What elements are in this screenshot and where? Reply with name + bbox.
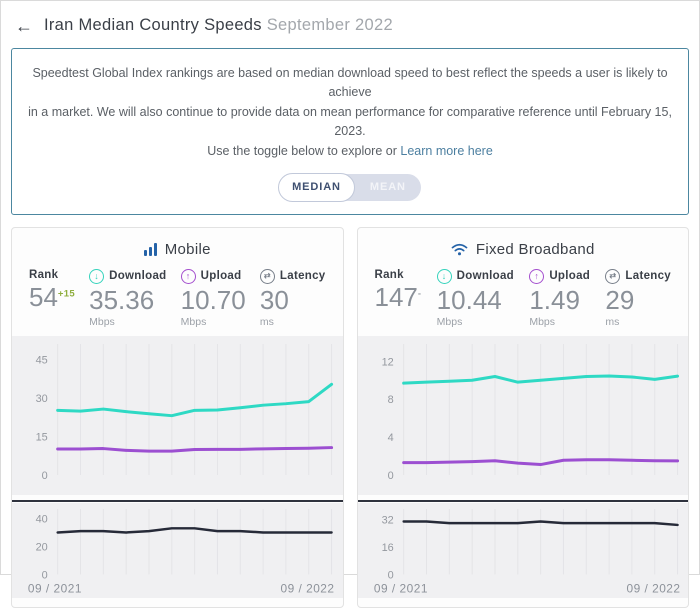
mobile-download-unit: Mbps — [89, 316, 115, 329]
fixed-download-value: 10.44 — [436, 284, 502, 315]
fixed-latency-stat: ⇄ Latency 29 ms — [605, 268, 671, 329]
mobile-latency-label: ⇄ Latency — [259, 268, 326, 284]
page-subtitle: September 2022 — [266, 16, 393, 34]
svg-text:4: 4 — [387, 432, 393, 444]
download-arrow-icon: ↓ — [89, 268, 105, 284]
fixed-download-label: ↓ Download — [436, 268, 514, 284]
svg-text:0: 0 — [42, 569, 48, 581]
toggle-mean-option[interactable]: MEAN — [369, 180, 406, 193]
notice-line-1: Speedtest Global Index rankings are base… — [32, 66, 668, 100]
fixed-latency-value: 29 — [605, 284, 635, 315]
fixed-download-stat: ↓ Download 10.44 Mbps — [436, 268, 514, 329]
svg-text:15: 15 — [36, 432, 48, 444]
mobile-rank-delta: +15 — [57, 288, 75, 300]
fixed-upload-unit: Mbps — [529, 316, 556, 329]
mobile-download-value: 35.36 — [89, 284, 155, 315]
svg-text:8: 8 — [387, 394, 393, 406]
svg-text:0: 0 — [42, 470, 48, 482]
upload-arrow-icon: ↑ — [180, 268, 196, 284]
mobile-download-stat: ↓ Download 35.36 Mbps — [89, 268, 166, 329]
fixed-rank-label: Rank — [374, 268, 404, 281]
svg-text:32: 32 — [381, 515, 393, 527]
fixed-rank-stat: Rank 147- — [375, 269, 422, 328]
chart-divider — [357, 499, 688, 502]
svg-text:0: 0 — [387, 470, 393, 482]
mobile-upload-label: ↑ Upload — [180, 268, 246, 284]
svg-text:09 / 2022: 09 / 2022 — [280, 581, 334, 595]
mobile-panel-title-text: Mobile — [164, 240, 211, 258]
mobile-panel-title: Mobile — [12, 228, 343, 269]
svg-text:0: 0 — [387, 569, 393, 581]
page-header: ← Iran Median Country Speeds September 2… — [1, 1, 699, 46]
fixed-panel-title: Fixed Broadband — [358, 228, 689, 269]
mobile-upload-unit: Mbps — [180, 316, 207, 329]
notice-line-3: Use the toggle below to explore or Learn… — [20, 142, 680, 161]
mobile-rank-stat: Rank 54+15 — [29, 269, 75, 328]
svg-text:09 / 2022: 09 / 2022 — [626, 581, 680, 595]
fixed-rank-delta: - — [417, 288, 422, 300]
fixed-rank-value: 147- — [374, 281, 422, 312]
mobile-latency-stat: ⇄ Latency 30 ms — [259, 268, 326, 329]
median-notice-box: Speedtest Global Index rankings are base… — [11, 48, 689, 215]
fixed-download-unit: Mbps — [436, 316, 463, 329]
svg-text:16: 16 — [381, 542, 393, 554]
svg-text:09 / 2021: 09 / 2021 — [373, 581, 427, 595]
mobile-upload-value: 10.70 — [180, 284, 246, 315]
mobile-download-label: ↓ Download — [89, 268, 166, 284]
toggle-median-option[interactable]: MEDIAN — [278, 172, 355, 202]
fixed-latency-unit: ms — [605, 316, 620, 329]
chart-divider — [12, 499, 343, 502]
page-title: Iran Median Country Speeds September 202… — [44, 16, 393, 35]
mobile-rank-label: Rank — [29, 268, 59, 281]
mobile-upload-stat: ↑ Upload 10.70 Mbps — [180, 268, 246, 329]
latency-icon: ⇄ — [259, 268, 275, 284]
wifi-icon — [451, 243, 468, 256]
svg-text:12: 12 — [381, 356, 393, 368]
fixed-panel-title-text: Fixed Broadband — [475, 240, 595, 258]
fixed-upload-label: ↑ Upload — [529, 268, 590, 284]
median-mean-toggle-wrap: MEDIAN MEAN — [20, 172, 680, 202]
mobile-latency-chart: 0 20 40 09 / 2021 09 / 2022 — [12, 502, 343, 599]
fixed-latency-label: ⇄ Latency — [605, 268, 671, 284]
svg-text:30: 30 — [36, 393, 48, 405]
upload-arrow-icon: ↑ — [529, 268, 545, 284]
back-arrow-icon[interactable]: ← — [15, 15, 33, 36]
fixed-speed-chart: 0 4 8 12 — [357, 336, 688, 495]
learn-more-link[interactable]: Learn more here — [400, 143, 493, 158]
page-title-text: Iran Median Country Speeds — [44, 16, 262, 34]
mobile-latency-unit: ms — [259, 316, 274, 329]
bar-chart-icon — [143, 242, 157, 256]
svg-text:40: 40 — [36, 513, 48, 525]
fixed-upload-stat: ↑ Upload 1.49 Mbps — [529, 268, 590, 329]
svg-text:09 / 2021: 09 / 2021 — [28, 581, 82, 595]
latency-icon: ⇄ — [605, 268, 621, 284]
download-arrow-icon: ↓ — [436, 268, 452, 284]
mobile-speed-chart: 0 15 30 45 — [12, 336, 343, 495]
mobile-latency-value: 30 — [259, 284, 289, 315]
fixed-latency-chart: 0 16 32 09 / 2021 09 / 2022 — [357, 502, 688, 599]
fixed-upload-value: 1.49 — [529, 284, 580, 315]
notice-line-3-text: Use the toggle below to explore or — [207, 143, 397, 158]
mobile-rank-value: 54+15 — [29, 281, 75, 312]
fixed-stats: Rank 147- ↓ Download 10.44 Mbps ↑ Upload… — [358, 268, 689, 336]
median-mean-toggle: MEDIAN MEAN — [278, 172, 421, 202]
notice-line-2: in a market. We will also continue to pr… — [28, 104, 672, 139]
mobile-stats: Rank 54+15 ↓ Download 35.36 Mbps ↑ Uploa… — [12, 268, 343, 336]
panels-row: Mobile Rank 54+15 ↓ Download 35.36 Mbps … — [1, 226, 699, 608]
svg-text:45: 45 — [36, 355, 48, 367]
svg-text:20: 20 — [36, 541, 48, 553]
fixed-panel: Fixed Broadband Rank 147- ↓ Download 10.… — [356, 226, 689, 608]
mobile-panel: Mobile Rank 54+15 ↓ Download 35.36 Mbps … — [11, 226, 344, 608]
